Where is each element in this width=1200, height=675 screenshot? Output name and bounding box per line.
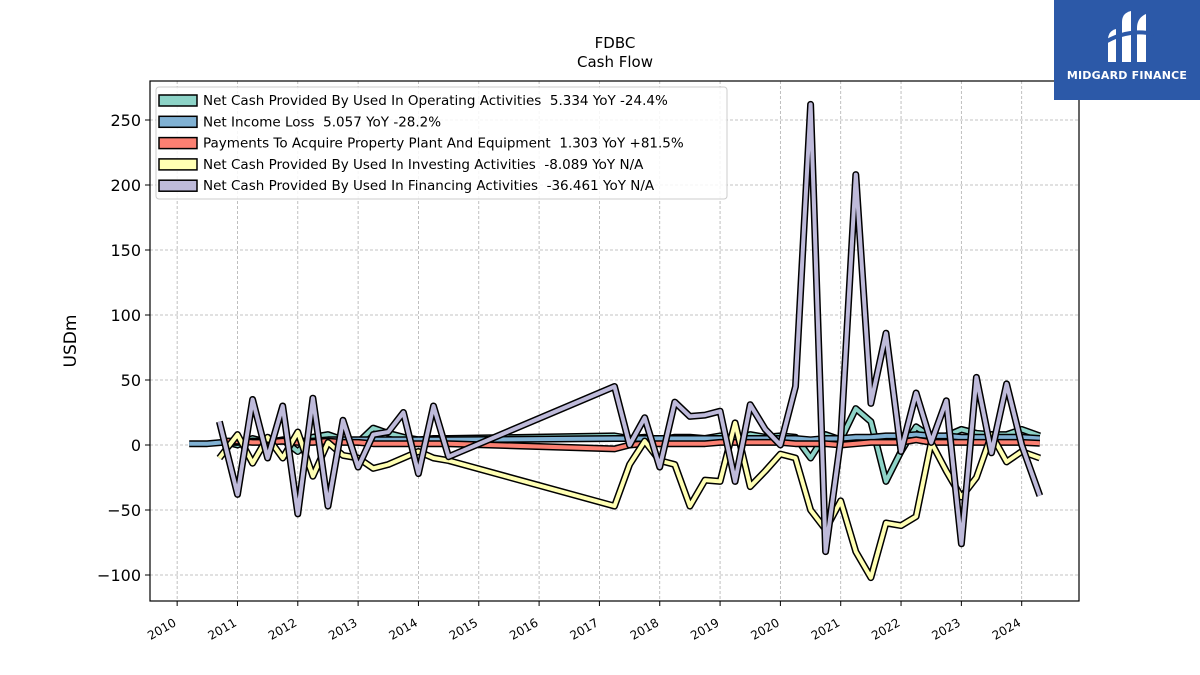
chart-subtitle: Cash Flow: [577, 53, 653, 71]
y-tick-label: 250: [110, 111, 141, 130]
legend-swatch: [158, 115, 198, 129]
series-line-fill: [217, 102, 1042, 554]
legend-label: Net Income Loss 5.057 YoY -28.2%: [203, 114, 441, 130]
legend-label: Net Cash Provided By Used In Financing A…: [203, 178, 655, 194]
legend-frame: [155, 86, 728, 200]
legend-swatch: [158, 136, 198, 150]
y-tick-label: 0: [131, 436, 141, 455]
series-lines: [189, 100, 1044, 582]
y-tick-label: 200: [110, 176, 141, 195]
series-line-fill: [217, 420, 1041, 580]
legend-label: Net Cash Provided By Used In Investing A…: [203, 157, 644, 173]
series-line-4: [216, 419, 1041, 582]
series-line-5: [216, 100, 1044, 556]
y-tick-label: 100: [110, 306, 141, 325]
series-line-3: [222, 436, 1040, 453]
legend-swatch: [158, 179, 198, 192]
legend-label: Net Cash Provided By Used In Operating A…: [203, 93, 668, 109]
series-line-fill: [222, 437, 1040, 451]
chart-title: FDBC: [595, 34, 636, 52]
brand-name: MIDGARD FINANCE: [1066, 69, 1188, 82]
brand-mark-icon: [1100, 11, 1155, 62]
y-tick-label: 150: [110, 241, 141, 260]
legend: Net Cash Provided By Used In Operating A…: [155, 86, 728, 200]
plot-frame: [149, 80, 1080, 602]
brand-logo: MIDGARD FINANCE: [1054, 0, 1200, 100]
y-axis-label: USDm: [61, 315, 81, 368]
legend-swatch: [158, 158, 198, 171]
y-tick-label: 50: [121, 371, 141, 390]
legend-swatch: [158, 94, 198, 107]
y-tick-label: −100: [97, 566, 141, 585]
y-tick-label: −50: [107, 501, 141, 520]
legend-label: Payments To Acquire Property Plant And E…: [203, 136, 684, 152]
